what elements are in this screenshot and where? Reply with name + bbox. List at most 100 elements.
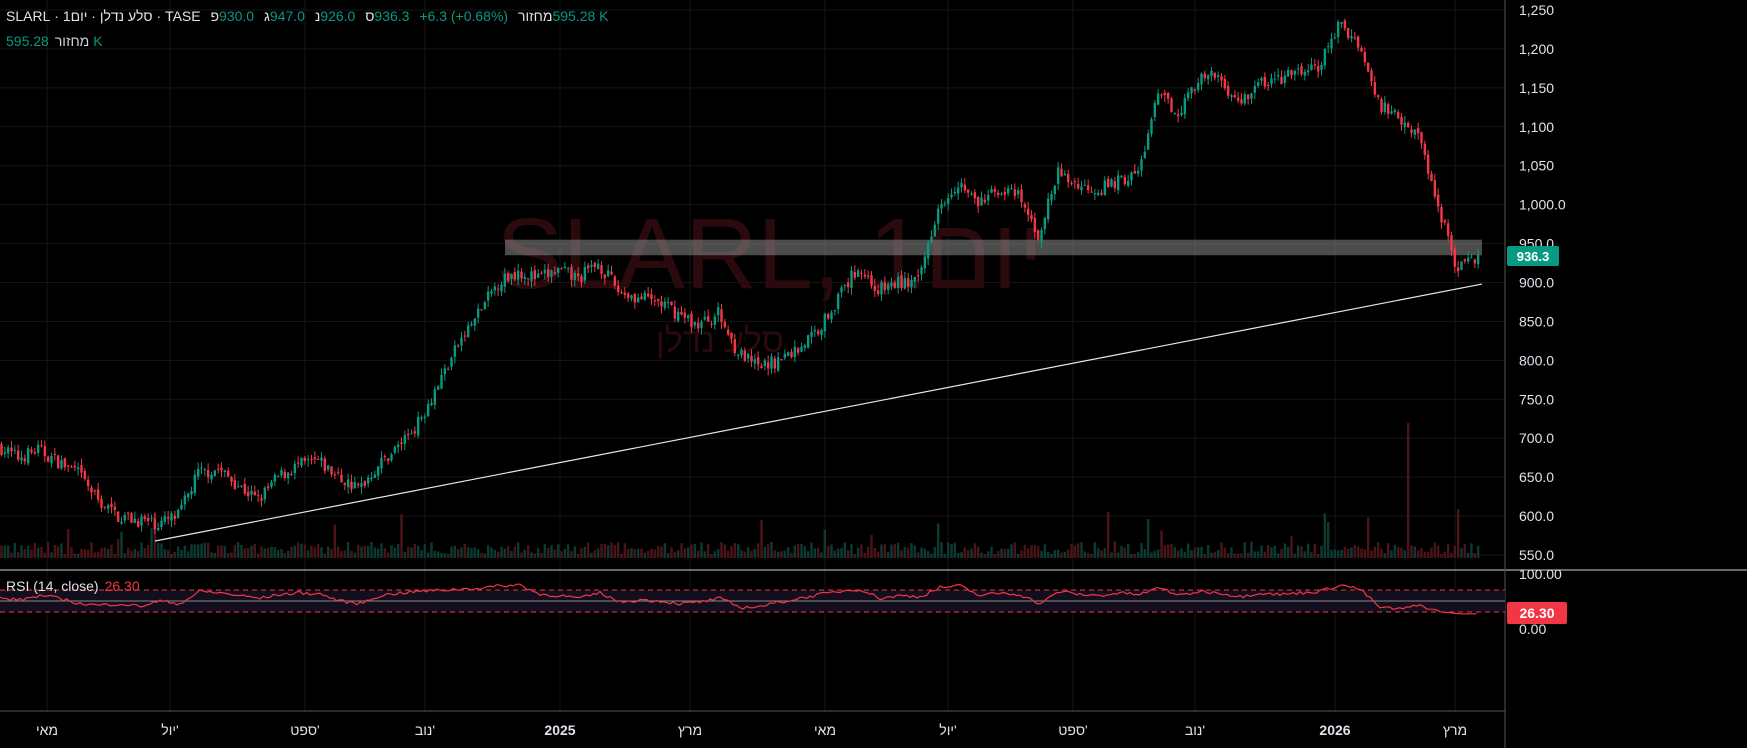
candle-body <box>40 445 43 447</box>
candle-body <box>813 329 817 332</box>
volume-bar <box>470 548 473 558</box>
volume-bar <box>773 550 777 558</box>
candle-body <box>1113 181 1117 189</box>
volume-bar <box>1343 546 1347 558</box>
symbol[interactable]: SLARL <box>6 8 51 24</box>
candle-body <box>83 470 87 480</box>
candle-body <box>503 273 507 287</box>
volume-bar <box>886 551 890 558</box>
candle-body <box>1256 82 1260 86</box>
candle-body <box>1476 254 1480 265</box>
candle-body <box>1363 51 1367 63</box>
volume-bar <box>200 543 203 558</box>
candle-body <box>250 490 253 495</box>
volume-bar <box>1413 546 1417 558</box>
volume-bar <box>100 547 103 558</box>
candle-body <box>0 444 3 455</box>
volume-bar <box>63 553 67 558</box>
volume-bar <box>286 550 290 558</box>
volume-indicator-header[interactable]: מחזור595.28 K <box>6 33 103 49</box>
time-tick: 2026 <box>1319 722 1350 738</box>
close-value: 936.3 <box>374 8 410 24</box>
candle-body <box>516 270 520 280</box>
candle-body <box>800 346 803 352</box>
candle-body <box>793 346 797 357</box>
volume-bar <box>183 545 187 558</box>
candle-body <box>423 416 427 418</box>
rsi-label: RSI (14, close) <box>6 578 99 594</box>
candle-body <box>43 446 47 457</box>
volume-bar <box>876 551 880 558</box>
candle-body <box>1220 76 1223 81</box>
candle-body <box>613 276 617 286</box>
candle-body <box>776 357 780 371</box>
candle-body <box>826 313 830 319</box>
volume-bar <box>1190 550 1193 558</box>
volume-bar <box>270 546 273 558</box>
candle-body <box>36 444 40 453</box>
volume-bar <box>220 545 223 558</box>
volume-bar <box>936 523 940 558</box>
candle-body <box>723 321 727 328</box>
volume-bar <box>96 551 100 558</box>
candle-body <box>533 270 537 280</box>
price-tick: 1,050 <box>1519 158 1554 174</box>
volume-bar <box>1066 549 1070 558</box>
candle-body <box>1136 170 1140 174</box>
volume-bar <box>926 551 930 558</box>
candle-body <box>1080 186 1083 191</box>
volume-bar <box>1153 550 1157 558</box>
candle-body <box>303 457 307 462</box>
volume-bar <box>76 553 80 558</box>
volume-bar <box>596 548 600 558</box>
candle-body <box>1270 78 1273 85</box>
candle-body <box>680 311 683 315</box>
volume-bar <box>10 552 13 558</box>
low-label: נ <box>314 8 321 24</box>
time-axis[interactable]: מאי יול' ספט' נוב' 2025 מרץ מאי יול' ספט' נוב' 202… <box>36 722 1467 738</box>
resistance-zone[interactable] <box>505 239 1482 256</box>
volume-bar <box>1076 543 1080 558</box>
volume-bar <box>1423 551 1427 558</box>
candle-body <box>780 359 783 361</box>
volume-bar <box>1403 550 1407 558</box>
candle-body <box>576 273 580 277</box>
candle-body <box>183 495 187 505</box>
candle-body <box>553 272 557 274</box>
volume-bar <box>973 543 977 558</box>
candle-body <box>526 278 530 280</box>
price-axis[interactable]: 1,2501,2001,1501,1001,0501,000.0950.0900… <box>1519 2 1566 563</box>
candle-body <box>1123 176 1127 185</box>
candle-body <box>636 297 640 303</box>
trendline[interactable] <box>154 283 1483 542</box>
candle-body <box>670 301 673 305</box>
rsi-header[interactable]: RSI (14, close) 26.30 <box>6 578 140 594</box>
volume-bar <box>543 543 547 558</box>
candle-body <box>200 467 203 469</box>
volume-bar <box>1010 544 1013 558</box>
volume-bar <box>703 551 707 558</box>
candle-body <box>1290 70 1293 76</box>
volume-bar <box>983 553 987 558</box>
candle-body <box>840 287 843 293</box>
interval[interactable]: 1יום <box>62 8 88 24</box>
volume-bar <box>516 542 520 558</box>
volume-bar <box>993 553 997 558</box>
candle-body <box>73 465 77 468</box>
volume-bar <box>216 545 220 558</box>
price-tick: 550.0 <box>1519 547 1554 563</box>
volume-bar <box>140 542 143 558</box>
high-value: 947.0 <box>269 8 305 24</box>
volume-bar <box>850 544 853 558</box>
volume-bar <box>906 547 910 558</box>
volume-bar <box>530 552 533 558</box>
candle-body <box>583 266 587 281</box>
candle-body <box>566 268 570 270</box>
volume-bar <box>820 552 823 558</box>
volume-bar <box>1103 548 1107 558</box>
candle-body <box>1243 94 1247 104</box>
volume-bar <box>103 547 107 558</box>
candle-body <box>663 301 667 308</box>
volume-bar <box>986 551 990 558</box>
